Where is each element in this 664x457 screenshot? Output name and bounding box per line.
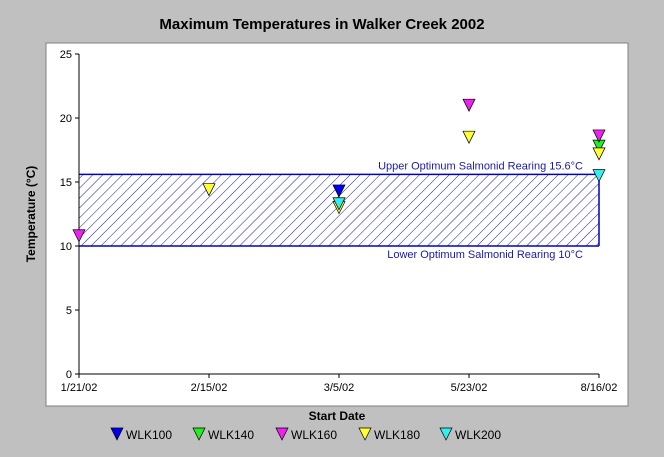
- y-axis-label: Temperature (°C): [24, 166, 38, 263]
- marker-wlk180: [462, 130, 476, 144]
- x-tick-label: 8/16/02: [581, 382, 618, 394]
- legend-marker-wlk180: [358, 427, 372, 441]
- legend: WLK100 WLK140 WLK160 WLK180 WLK200: [110, 427, 501, 442]
- legend-label-wlk180: WLK180: [374, 428, 420, 442]
- legend-label-wlk140: WLK140: [208, 428, 254, 442]
- y-tick-label: 5: [66, 305, 72, 317]
- marker-wlk160: [462, 98, 476, 112]
- legend-label-wlk200: WLK200: [455, 428, 501, 442]
- legend-marker-wlk160: [275, 427, 289, 441]
- marker-wlk200: [332, 197, 346, 211]
- legend-label-wlk160: WLK160: [291, 428, 337, 442]
- axes: 0 5 10 15 20 25 1/21/02 2/15/02 3/5/02 5/23/02 8/1…: [60, 49, 618, 394]
- x-tick-label: 3/5/02: [324, 382, 355, 394]
- x-tick-label: 5/23/02: [451, 382, 488, 394]
- chart-title: Maximum Temperatures in Walker Creek 200…: [159, 16, 484, 33]
- y-tick-label: 10: [60, 241, 72, 253]
- marker-wlk160: [72, 229, 86, 243]
- legend-marker-wlk100: [110, 427, 124, 441]
- data-markers: [72, 98, 606, 243]
- marker-wlk180: [592, 147, 606, 161]
- legend-marker-wlk200: [439, 427, 453, 441]
- legend-label-wlk100: WLK100: [126, 428, 172, 442]
- y-tick-label: 25: [60, 49, 72, 61]
- marker-wlk200: [592, 169, 606, 183]
- x-axis-label: Start Date: [309, 409, 366, 423]
- marker-wlk160: [592, 129, 606, 143]
- x-tick-label: 1/21/02: [61, 382, 98, 394]
- y-tick-label: 15: [60, 177, 72, 189]
- x-tick-label: 2/15/02: [191, 382, 228, 394]
- y-tick-label: 0: [66, 369, 72, 381]
- marker-wlk100: [332, 184, 346, 198]
- legend-marker-wlk140: [192, 427, 206, 441]
- upper-limit-label: Upper Optimum Salmonid Rearing 15.6°C: [378, 160, 583, 172]
- y-tick-label: 20: [60, 113, 72, 125]
- marker-wlk180: [202, 183, 216, 197]
- lower-limit-label: Lower Optimum Salmonid Rearing 10°C: [387, 249, 583, 261]
